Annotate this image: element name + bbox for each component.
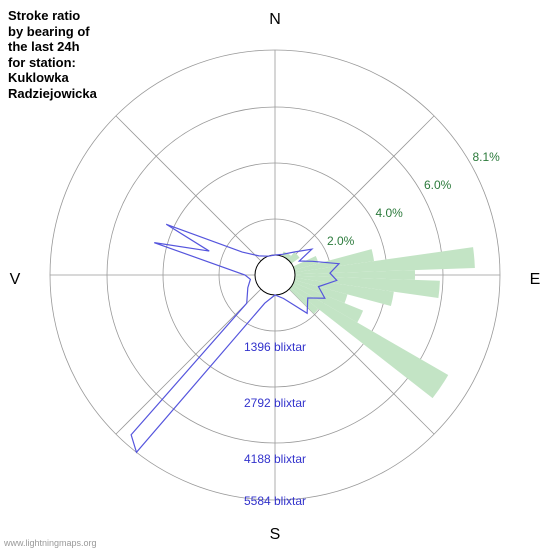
svg-text:N: N xyxy=(269,11,281,28)
footer-credit: www.lightningmaps.org xyxy=(4,538,97,548)
svg-text:4188 blixtar: 4188 blixtar xyxy=(244,452,306,466)
chart-title: Stroke ratioby bearing ofthe last 24hfor… xyxy=(8,8,97,102)
svg-text:5584 blixtar: 5584 blixtar xyxy=(244,494,306,508)
svg-text:4.0%: 4.0% xyxy=(375,206,403,220)
svg-text:6.0%: 6.0% xyxy=(424,178,452,192)
svg-text:S: S xyxy=(270,526,281,543)
svg-text:2792 blixtar: 2792 blixtar xyxy=(244,396,306,410)
svg-text:2.0%: 2.0% xyxy=(327,234,355,248)
svg-text:8.1%: 8.1% xyxy=(472,150,500,164)
svg-text:V: V xyxy=(10,271,21,288)
svg-text:E: E xyxy=(530,271,541,288)
svg-text:1396 blixtar: 1396 blixtar xyxy=(244,340,306,354)
